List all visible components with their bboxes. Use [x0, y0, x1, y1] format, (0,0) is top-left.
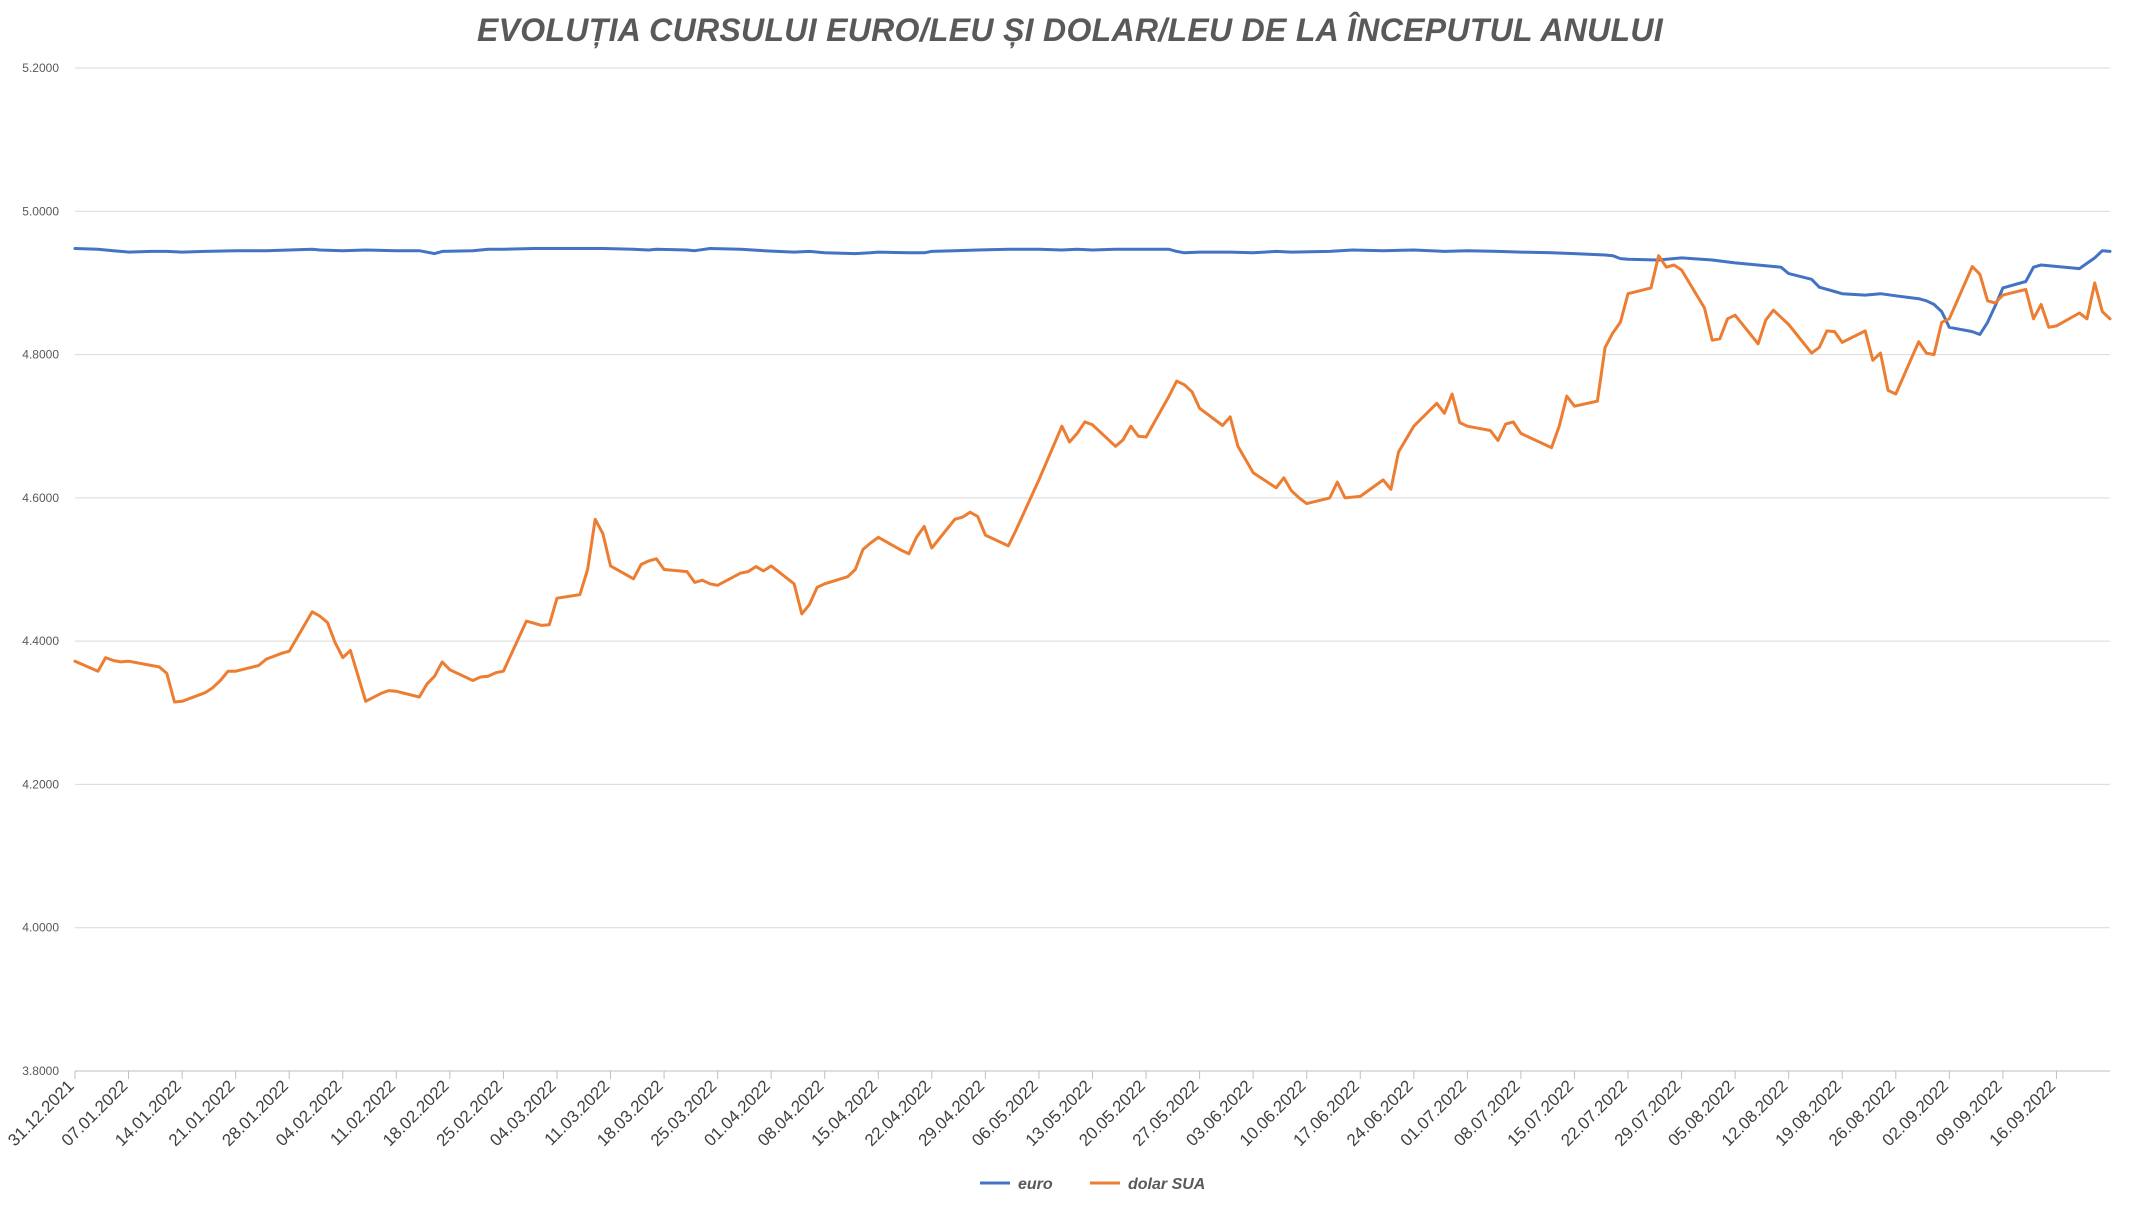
y-tick-label: 4.8000	[22, 348, 59, 362]
chart-title: EVOLUȚIA CURSULUI EURO/LEU ȘI DOLAR/LEU …	[476, 12, 1664, 48]
x-axis-tick-labels: 31.12.202107.01.202214.01.202221.01.2022…	[4, 1076, 2059, 1150]
legend-label: euro	[1018, 1176, 1053, 1193]
y-tick-label: 3.8000	[22, 1064, 59, 1078]
y-tick-label: 4.6000	[22, 491, 59, 505]
y-tick-label: 5.0000	[22, 204, 59, 218]
series-lines	[73, 247, 2112, 704]
y-axis-tick-labels: 3.8000 4.0000 4.2000 4.4000 4.6000 4.8000 5.00…	[22, 61, 59, 1078]
series-line-dolar-sua	[73, 254, 2112, 704]
legend-label: dolar SUA	[1128, 1176, 1205, 1193]
y-tick-label: 4.0000	[22, 921, 59, 935]
y-tick-label: 4.4000	[22, 634, 59, 648]
y-tick-label: 5.2000	[22, 61, 59, 75]
x-axis	[74, 1070, 2110, 1079]
gridlines	[75, 67, 2110, 929]
y-tick-label: 4.2000	[22, 777, 59, 791]
series-line-euro	[73, 247, 2112, 336]
legend: euro dolar SUA	[980, 1176, 1205, 1193]
